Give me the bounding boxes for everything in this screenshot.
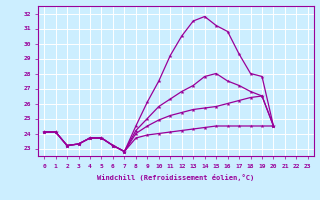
X-axis label: Windchill (Refroidissement éolien,°C): Windchill (Refroidissement éolien,°C): [97, 174, 255, 181]
